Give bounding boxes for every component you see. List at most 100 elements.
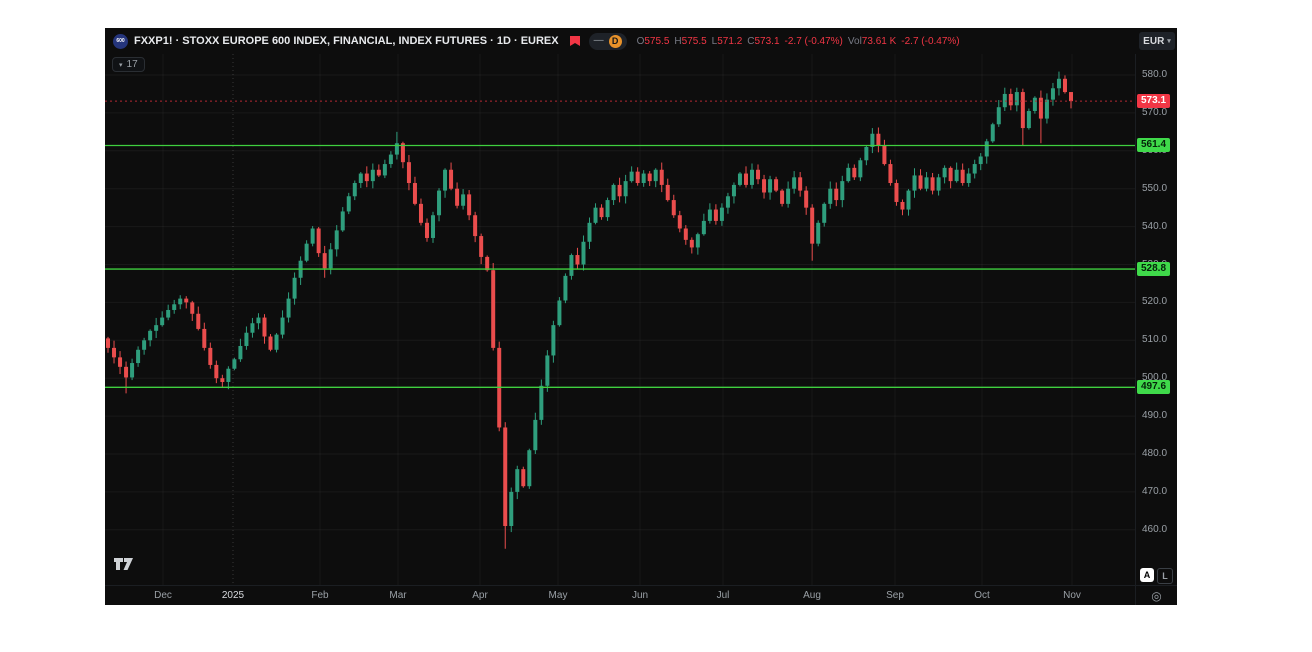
candle-body [617,184,622,197]
candle-body [834,188,839,201]
candle-body [768,179,773,193]
price-tick-label: 470.0 [1142,485,1168,497]
open-value: 575.5 [644,35,670,47]
candle-body [184,298,189,303]
candle-body [346,196,351,212]
volume-value: 73.61 K [861,35,897,47]
time-axis-month-label: Jul [716,590,730,601]
candle-body [882,145,887,165]
time-axis-month-label: Jun [631,590,649,601]
currency-label: EUR [1143,35,1165,47]
candle-body [250,323,255,333]
candle-body [214,364,219,379]
candle-body [671,200,676,216]
candle-body [641,173,646,184]
chevron-down-icon: ▾ [119,61,123,69]
volume-label: Vol [847,35,862,47]
candle-body [629,171,634,182]
candle-body [461,194,466,206]
candle-body [1069,92,1073,102]
candle-body [864,147,869,161]
candle-body [804,190,809,208]
candlestick-canvas[interactable] [105,54,1135,585]
axis-corner: ◎ [1135,585,1177,605]
interval-pill[interactable]: — D [588,32,627,50]
candle-body [196,313,201,329]
log-scale-button[interactable]: L [1157,568,1173,584]
candle-body [1062,78,1067,93]
high-label: H [674,35,682,47]
candle-body [828,188,833,204]
candle-body [659,169,664,185]
open-label: O [636,35,645,47]
candle-body [473,215,478,237]
candle-body [286,298,291,318]
candle-body [948,167,953,182]
price-tick-label: 570.0 [1142,106,1168,118]
candle-body [990,124,995,142]
price-tick-label: 540.0 [1142,220,1168,232]
candle-body [539,385,544,420]
tradingview-logo[interactable] [113,556,135,577]
candle-body [352,183,357,197]
flag-symbol-button[interactable] [569,35,581,47]
candle-body [328,249,333,269]
candle-body [647,173,652,182]
candle-body [750,169,755,185]
interval-daily-badge[interactable]: D [608,34,622,48]
candle-body [587,222,592,242]
candle-body [756,169,761,180]
candle-body [515,469,520,492]
candle-body [852,167,857,178]
indicator-count: 17 [126,59,138,70]
candle-body [786,188,791,204]
candle-body [858,160,863,178]
candle-body [178,298,183,305]
currency-button[interactable]: EUR ▾ [1139,32,1175,50]
candle-body [280,317,285,335]
candle-body [936,177,941,191]
candle-body [208,347,213,365]
chart-header: 600 FXXP1! · STOXX EUROPE 600 INDEX, FIN… [105,28,1135,54]
time-axis[interactable]: Dec 2025 Feb Mar Apr May Jun Jul Aug Sep Oct Nov [105,585,1135,606]
price-chart-pane[interactable] [105,54,1135,585]
indicators-collapse-pill[interactable]: ▾ 17 [112,57,145,72]
candle-body [780,190,785,204]
candle-body [551,325,556,356]
candle-body [310,228,315,244]
candle-body [906,190,911,210]
candle-body [455,188,460,206]
low-label: L [711,35,718,47]
candle-body [701,220,706,235]
candle-body [418,203,423,223]
candle-body [503,427,508,527]
candle-body [136,349,141,364]
candle-body [364,173,369,182]
time-axis-month-label: Mar [389,590,407,601]
candle-body [1014,92,1019,106]
candle-body [226,368,231,382]
time-axis-year-label: 2025 [221,590,245,601]
time-axis-month-label: Sep [886,590,904,601]
candle-body [870,133,875,148]
candle-body [443,169,448,191]
auto-scale-button[interactable]: A [1140,568,1154,582]
candle-body [713,209,718,221]
last-price-badge: 573.1 [1137,94,1171,109]
candle-body [774,179,779,191]
candle-body [437,190,442,216]
candle-body [1002,93,1007,108]
candle-body [557,300,562,326]
candle-body [695,234,700,248]
price-axis[interactable]: A L 580.0570.0560.0550.0540.0530.0520.05… [1135,54,1178,585]
candle-body [665,184,670,201]
candle-body [202,328,207,348]
axis-mode-buttons: A L [1140,568,1173,584]
candle-body [798,177,803,191]
level-price-badge: 528.8 [1137,262,1171,277]
target-icon[interactable]: ◎ [1151,588,1162,603]
candle-body [292,277,297,299]
candle-body [635,171,640,184]
candle-body [190,302,195,314]
candle-body [960,169,965,184]
